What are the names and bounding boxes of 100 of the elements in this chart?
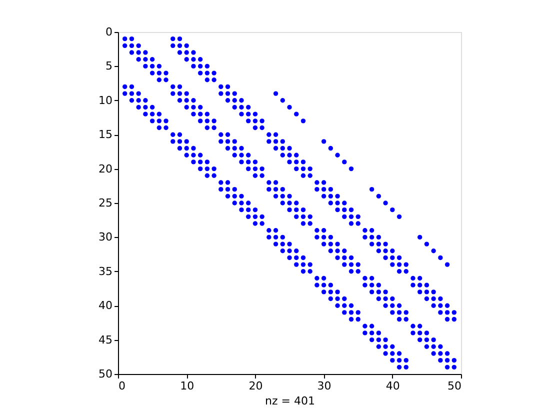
point (294, 208, 299, 212)
point (156, 64, 162, 69)
point (232, 98, 237, 103)
point (410, 276, 416, 281)
point (184, 152, 189, 158)
point (383, 303, 388, 308)
point (280, 146, 285, 151)
point (129, 84, 134, 90)
point (260, 173, 264, 178)
point (444, 351, 450, 356)
point (273, 242, 278, 246)
point (294, 152, 299, 158)
point (335, 194, 340, 198)
y-tick-label: 5 (106, 60, 112, 73)
point (252, 160, 258, 164)
point (239, 98, 244, 103)
point (300, 214, 306, 220)
point (225, 139, 230, 144)
point (308, 262, 312, 267)
point (390, 296, 395, 302)
point (273, 139, 278, 144)
point (348, 262, 354, 267)
point (300, 160, 306, 164)
point (424, 290, 430, 294)
point (314, 282, 320, 288)
point (212, 78, 216, 82)
point (177, 139, 182, 144)
point (204, 64, 210, 69)
point (252, 125, 258, 130)
point (390, 310, 395, 315)
point (294, 200, 299, 206)
point (143, 57, 148, 62)
point (198, 118, 203, 124)
point (266, 139, 272, 144)
point (143, 112, 148, 116)
point (438, 344, 443, 349)
point (424, 282, 430, 288)
point (273, 194, 278, 198)
point (143, 64, 148, 69)
point (328, 290, 334, 294)
point (417, 282, 422, 288)
point (369, 276, 374, 281)
point (225, 98, 230, 103)
point (129, 43, 134, 48)
point (150, 70, 155, 76)
point (204, 125, 210, 130)
point (308, 166, 312, 172)
point (314, 186, 320, 192)
point (294, 248, 299, 254)
point (369, 337, 374, 342)
point (280, 194, 285, 198)
point (184, 146, 189, 151)
point (191, 104, 196, 110)
point (369, 330, 374, 336)
point (417, 330, 422, 336)
point (383, 296, 388, 302)
point (204, 78, 210, 82)
point (191, 50, 196, 55)
point (383, 344, 388, 349)
point (396, 310, 402, 315)
point (376, 337, 382, 342)
point (431, 248, 436, 254)
point (390, 255, 395, 260)
point (404, 262, 408, 267)
point (314, 234, 320, 240)
point (376, 248, 382, 254)
point (164, 118, 168, 124)
point (328, 186, 334, 192)
point (150, 57, 155, 62)
point (328, 282, 334, 288)
y-tick-label: 40 (98, 299, 112, 312)
point (218, 132, 224, 137)
point (198, 104, 203, 110)
point (266, 234, 272, 240)
point (362, 228, 368, 233)
point (404, 364, 408, 370)
point (390, 351, 395, 356)
point (198, 166, 203, 172)
point (438, 310, 443, 315)
point (335, 242, 340, 246)
point (444, 358, 450, 363)
point (342, 200, 347, 206)
point (184, 50, 189, 55)
point (246, 200, 251, 206)
point (396, 303, 402, 308)
point (129, 50, 134, 55)
point (335, 152, 340, 158)
y-tick-label: 35 (98, 264, 112, 278)
y-tick-label: 15 (98, 128, 112, 142)
point (184, 91, 189, 96)
point (143, 98, 148, 103)
point (321, 228, 326, 233)
point (376, 296, 382, 302)
point (431, 296, 436, 302)
point (198, 152, 203, 158)
point (136, 98, 141, 103)
point (335, 255, 340, 260)
point (369, 324, 374, 328)
point (308, 269, 312, 274)
point (122, 91, 128, 96)
